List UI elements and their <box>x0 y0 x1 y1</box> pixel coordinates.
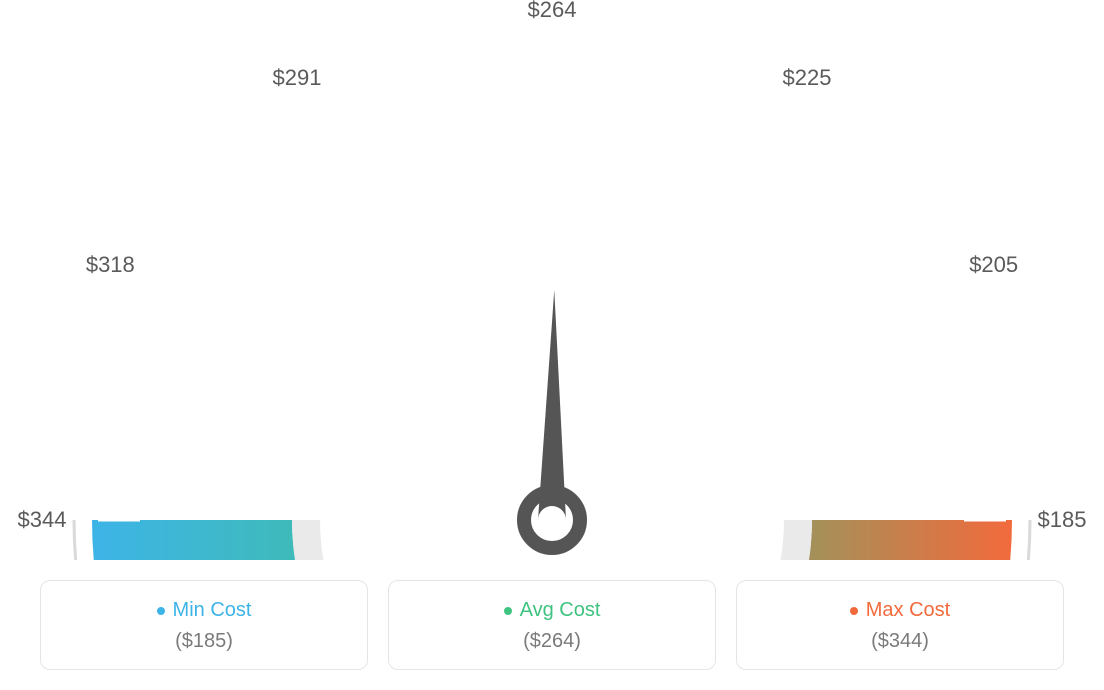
legend-dot-avg <box>504 607 512 615</box>
legend-value-avg: ($264) <box>399 630 705 653</box>
gauge-tick-label: $291 <box>273 65 322 91</box>
gauge-tick-label: $264 <box>528 0 577 23</box>
legend-card-min: Min Cost ($185) <box>40 580 368 670</box>
legend-dot-min <box>157 607 165 615</box>
legend-row: Min Cost ($185) Avg Cost ($264) Max Cost… <box>0 580 1104 670</box>
legend-label-min: Min Cost <box>173 599 252 622</box>
gauge-svg <box>0 0 1104 560</box>
gauge-tick-label: $344 <box>18 507 67 533</box>
gauge-tick-label: $318 <box>86 252 135 278</box>
legend-value-max: ($344) <box>747 630 1053 653</box>
legend-dot-max <box>850 607 858 615</box>
gauge-tick-label: $225 <box>783 65 832 91</box>
cost-gauge-chart: $185 $205 $225 $264 $291 $318 $344 <box>0 0 1104 560</box>
gauge-tick-label: $205 <box>969 252 1018 278</box>
legend-card-max: Max Cost ($344) <box>736 580 1064 670</box>
legend-value-min: ($185) <box>51 630 357 653</box>
legend-label-avg: Avg Cost <box>520 599 601 622</box>
legend-card-avg: Avg Cost ($264) <box>388 580 716 670</box>
gauge-tick-label: $185 <box>1038 507 1087 533</box>
legend-label-max: Max Cost <box>866 599 950 622</box>
